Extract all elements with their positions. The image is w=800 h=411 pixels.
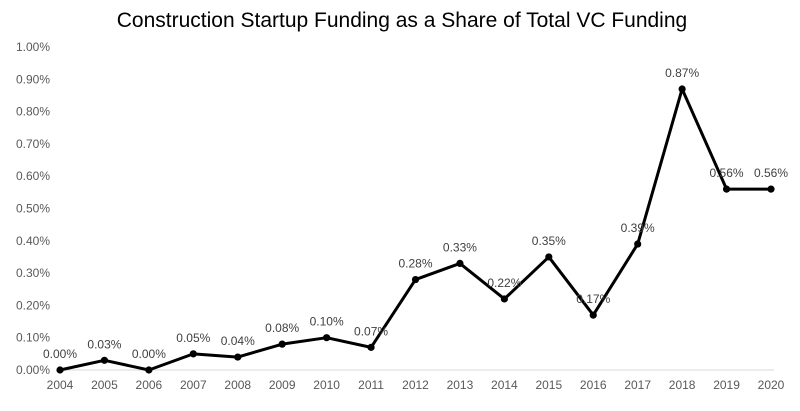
x-tick-label: 2007: [180, 378, 207, 392]
y-tick-label: 0.70%: [16, 137, 50, 151]
data-label: 0.56%: [710, 166, 744, 180]
y-axis: 0.00% 0.10% 0.20% 0.30% 0.40% 0.50% 0.60% 0.70%…: [16, 40, 50, 377]
x-tick-label: 2016: [580, 378, 607, 392]
data-label: 0.03%: [87, 337, 121, 351]
y-tick-label: 0.10%: [16, 331, 50, 345]
x-tick-label: 2019: [713, 378, 740, 392]
data-label: 0.35%: [532, 234, 566, 248]
data-point: [722, 185, 731, 193]
data-point: [367, 343, 375, 351]
data-label: 0.56%: [754, 166, 788, 180]
x-tick-label: 2013: [447, 378, 474, 392]
data-point: [678, 85, 686, 93]
data-label: 0.07%: [354, 324, 388, 338]
chart-title: Construction Startup Funding as a Share …: [117, 9, 687, 32]
y-tick-label: 0.90%: [16, 72, 50, 86]
data-labels: 0.00% 0.03% 0.00% 0.05% 0.04% 0.08% 0.10% 0.07%…: [43, 66, 788, 361]
x-tick-label: 2020: [758, 378, 785, 392]
x-tick-label: 2005: [91, 378, 118, 392]
data-label: 0.28%: [398, 257, 432, 271]
x-tick-label: 2017: [624, 378, 651, 392]
y-tick-label: 1.00%: [16, 40, 50, 54]
data-label: 0.10%: [310, 315, 344, 329]
data-label: 0.05%: [176, 331, 210, 345]
y-tick-label: 0.40%: [16, 234, 50, 248]
data-label: 0.17%: [576, 292, 610, 306]
y-tick-label: 0.60%: [16, 169, 50, 183]
x-tick-label: 2004: [47, 378, 74, 392]
x-tick-label: 2012: [402, 378, 429, 392]
y-tick-label: 0.80%: [16, 105, 50, 119]
data-point: [323, 334, 331, 342]
x-axis: 2004 2005 2006 2007 2008 2009 2010 2011 2012 2013…: [47, 378, 785, 392]
data-point: [278, 340, 286, 348]
data-point: [589, 311, 597, 319]
x-tick-label: 2015: [535, 378, 562, 392]
y-tick-label: 0.20%: [16, 298, 50, 312]
data-point: [767, 185, 775, 193]
data-point: [56, 366, 64, 374]
x-tick-label: 2018: [669, 378, 696, 392]
data-point: [456, 259, 464, 268]
data-point: [634, 240, 642, 248]
y-tick-label: 0.30%: [16, 266, 50, 280]
data-label: 0.04%: [221, 334, 255, 348]
data-point: [189, 350, 197, 358]
data-point: [234, 353, 242, 361]
data-label: 0.22%: [487, 276, 521, 290]
series-line: [59, 87, 771, 372]
x-tick-label: 2009: [269, 378, 296, 392]
x-tick-label: 2010: [313, 378, 340, 392]
x-tick-label: 2011: [358, 378, 384, 392]
data-point: [500, 295, 508, 303]
x-tick-label: 2014: [491, 378, 518, 392]
data-point: [145, 366, 153, 374]
x-tick-label: 2008: [224, 378, 251, 392]
y-tick-label: 0.50%: [16, 202, 50, 216]
y-tick-label: 0.00%: [16, 363, 50, 377]
data-label: 0.39%: [621, 221, 655, 235]
data-label: 0.08%: [265, 321, 299, 335]
x-tick-label: 2006: [136, 378, 163, 392]
data-point: [411, 275, 420, 284]
data-label: 0.33%: [443, 240, 477, 254]
data-points: [56, 85, 775, 374]
data-label: 0.00%: [43, 347, 77, 361]
data-label: 0.00%: [132, 347, 166, 361]
data-point: [100, 356, 109, 364]
data-label: 0.87%: [665, 66, 699, 80]
data-point: [545, 253, 553, 261]
